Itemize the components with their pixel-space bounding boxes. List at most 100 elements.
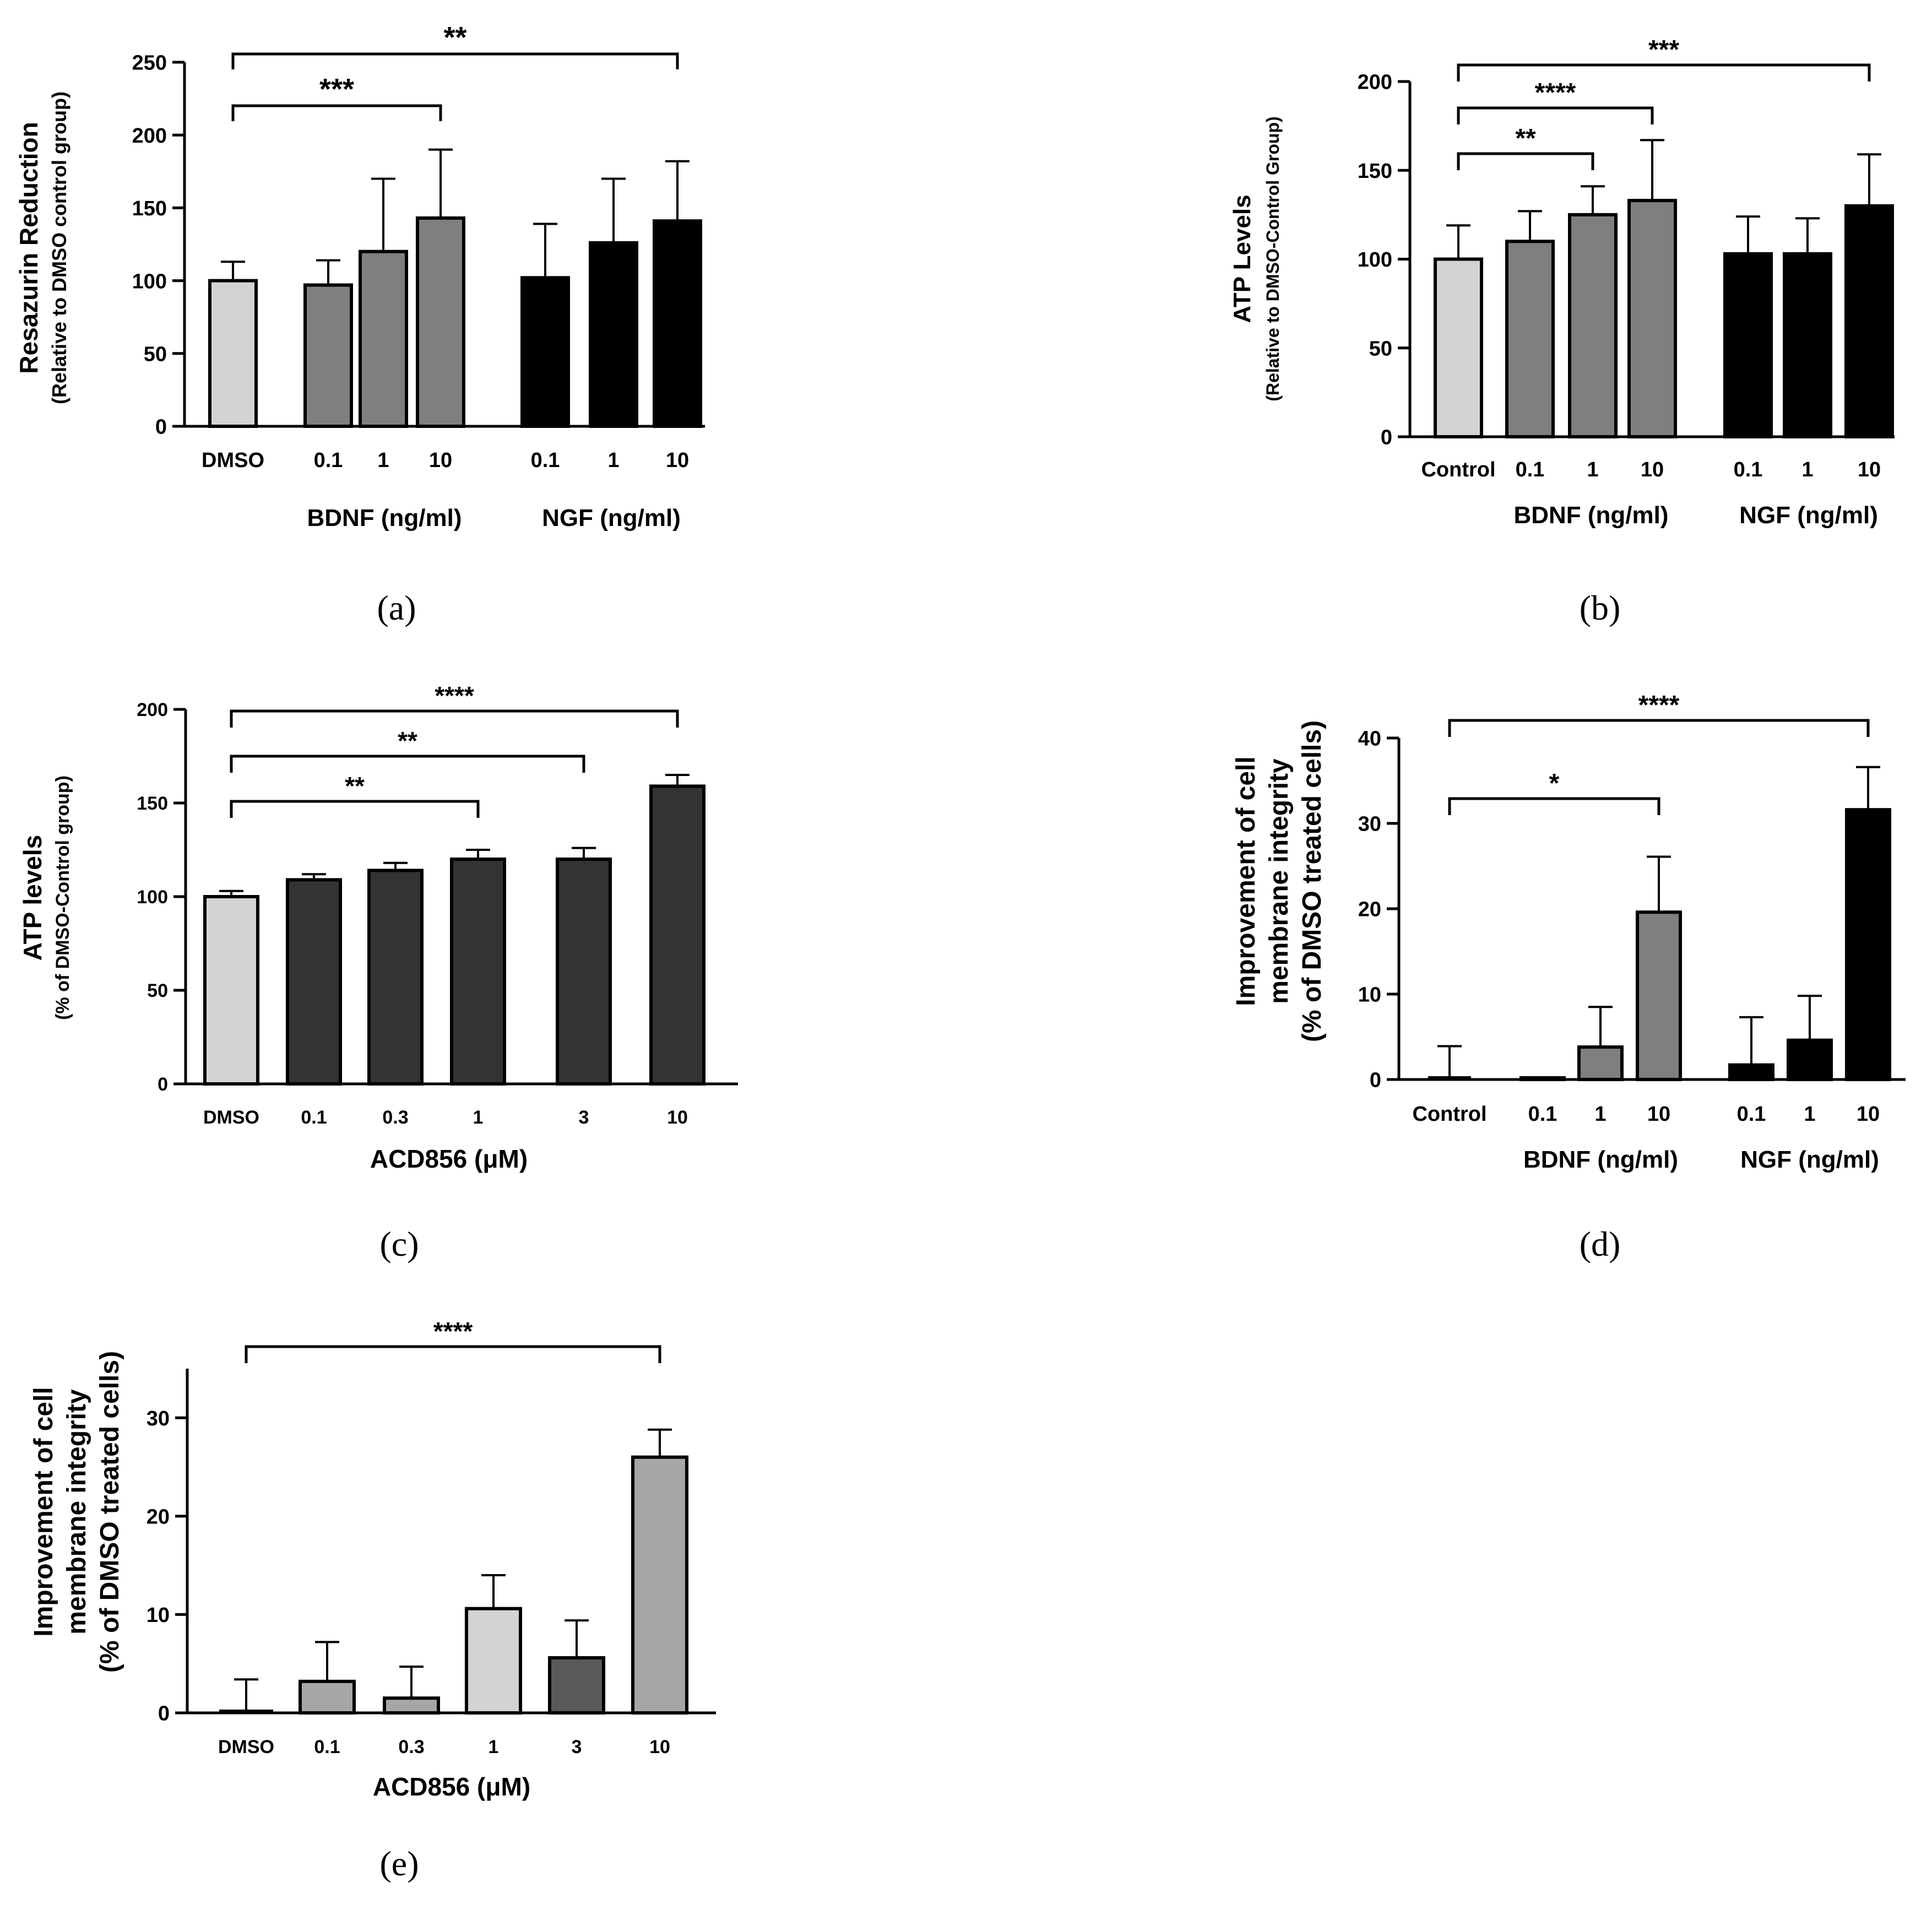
- significance-bracket: [230, 709, 679, 728]
- y-tick-label: 0: [155, 416, 167, 439]
- y-tick-label: 150: [137, 793, 168, 814]
- x-tick-label: 0.1: [1737, 1103, 1766, 1126]
- y-tick-label: 100: [137, 887, 168, 908]
- bar: [1434, 257, 1483, 438]
- x-tick-label: 1: [607, 449, 619, 472]
- bars: [219, 1428, 688, 1715]
- x-tick-label: 0.1: [531, 449, 560, 472]
- y-ticks: 0 50 100 150 200 250: [132, 52, 184, 439]
- group-label: NGF (ng/ml): [1739, 502, 1878, 529]
- bar: [653, 219, 702, 428]
- significance-bracket: [231, 52, 679, 69]
- panel-label-c: (c): [379, 1224, 419, 1263]
- y-axis-title-line1: Improvement of cell: [1231, 756, 1261, 1006]
- bar: [1783, 252, 1832, 438]
- x-tick-label: 0.1: [301, 1107, 327, 1128]
- significance-label: ***: [1648, 35, 1679, 64]
- bar: [1636, 910, 1682, 1081]
- y-tick-label: 20: [146, 1506, 170, 1529]
- group-labels: BDNF (ng/ml) NGF (ng/ml): [1513, 502, 1877, 529]
- x-tick-label: 0.3: [398, 1737, 424, 1757]
- significance-bracket: [230, 755, 585, 773]
- x-tick-label: DMSO: [203, 1107, 259, 1128]
- x-tick-label: 0.1: [314, 1737, 340, 1757]
- x-ticks: Control 0.1 1 10 0.1 1 10: [1412, 1103, 1880, 1126]
- y-axis-title-line3: (% of DMSO treated cells): [1298, 720, 1327, 1042]
- bar: [556, 858, 612, 1086]
- group-labels: BDNF (ng/ml) NGF (ng/ml): [307, 504, 680, 531]
- y-axis-subtitle: (% of DMSO-Control group): [52, 775, 73, 1020]
- bar: [649, 784, 705, 1086]
- x-tick-label: 10: [429, 449, 452, 472]
- bar: [359, 249, 408, 428]
- significance-bracket: [1448, 719, 1870, 737]
- y-tick-label: 0: [1381, 426, 1392, 449]
- bar: [203, 895, 259, 1086]
- x-tick-label: 10: [649, 1737, 670, 1757]
- significance-label: **: [1515, 124, 1536, 153]
- y-tick-label: 100: [132, 270, 167, 293]
- x-tick-label: 1: [377, 449, 389, 472]
- panel-label-a: (a): [377, 588, 416, 627]
- y-axis-title-line2: membrane integrity: [62, 1389, 91, 1635]
- bar: [589, 241, 638, 428]
- bar: [465, 1607, 522, 1715]
- x-tick-label: 1: [1594, 1103, 1606, 1126]
- y-ticks: 0 10 20 30: [146, 1407, 187, 1726]
- y-axis-title: Resazurin Reduction: [14, 122, 43, 374]
- y-tick-label: 100: [1358, 248, 1392, 272]
- significance-bracket: [1457, 63, 1871, 82]
- group-label: NGF (ng/ml): [542, 504, 681, 531]
- x-tick-label: DMSO: [202, 449, 264, 472]
- bar: [1845, 808, 1891, 1081]
- group-label: BDNF (ng/ml): [1523, 1146, 1678, 1173]
- x-ticks: DMSO 0.1 0.3 1 3 10: [218, 1737, 670, 1757]
- x-tick-label: 1: [1587, 458, 1598, 481]
- x-axis-title: ACD856 (μM): [373, 1772, 530, 1801]
- y-ticks: 0 10 20 30 40: [1358, 728, 1399, 1092]
- panel-b: 0 50 100 150 200 Control 0.1 1 10 0.1 1 10 BDNF (n…: [1229, 35, 1895, 627]
- panel-a: 0 50 100 150 200 250 DMSO 0.1 1 10 0.1 1 10 BDNF (n…: [14, 21, 705, 627]
- bar: [1723, 252, 1773, 438]
- bar: [631, 1455, 688, 1715]
- significance-label: ***: [319, 73, 354, 106]
- bar: [1519, 1076, 1566, 1082]
- y-tick-label: 150: [1358, 160, 1392, 183]
- x-tick-label: 1: [1801, 458, 1813, 481]
- y-axis-subtitle: (Relative to DMSO-Control Group): [1263, 116, 1283, 401]
- y-tick-label: 30: [146, 1407, 170, 1430]
- x-tick-label: 10: [1857, 1103, 1880, 1126]
- bar: [450, 858, 506, 1086]
- significance-label: ****: [433, 1317, 473, 1346]
- significance-bracket: [1448, 797, 1660, 815]
- group-label: BDNF (ng/ml): [307, 504, 462, 531]
- significance-brackets: *****: [231, 21, 679, 121]
- significance-label: **: [345, 772, 365, 800]
- bar: [548, 1656, 605, 1715]
- x-tick-label: Control: [1412, 1103, 1486, 1126]
- y-tick-label: 10: [146, 1604, 170, 1627]
- x-tick-label: 1: [473, 1107, 484, 1128]
- x-tick-label: 10: [1641, 458, 1664, 481]
- x-ticks: DMSO 0.1 0.3 1 3 10: [203, 1107, 688, 1128]
- x-tick-label: 1: [1804, 1103, 1815, 1126]
- y-tick-label: 50: [147, 980, 168, 1001]
- y-ticks: 0 50 100 150 200: [137, 699, 186, 1095]
- bar: [286, 878, 342, 1086]
- x-tick-label: 3: [572, 1737, 582, 1757]
- y-axis-title-line1: Improvement of cell: [29, 1387, 58, 1636]
- y-tick-label: 200: [132, 124, 167, 148]
- bar: [1627, 199, 1677, 438]
- significance-bracket: [231, 104, 442, 121]
- y-tick-label: 20: [1358, 898, 1381, 921]
- significance-bracket: [245, 1345, 661, 1363]
- bars: [208, 148, 702, 428]
- bar: [1577, 1045, 1624, 1081]
- bar: [299, 1679, 356, 1715]
- x-tick-label: 10: [1647, 1103, 1670, 1126]
- y-axis-subtitle: (Relative to DMSO control group): [48, 91, 70, 404]
- y-tick-label: 0: [158, 1702, 170, 1726]
- significance-label: ****: [1638, 691, 1680, 720]
- bar: [1568, 213, 1618, 438]
